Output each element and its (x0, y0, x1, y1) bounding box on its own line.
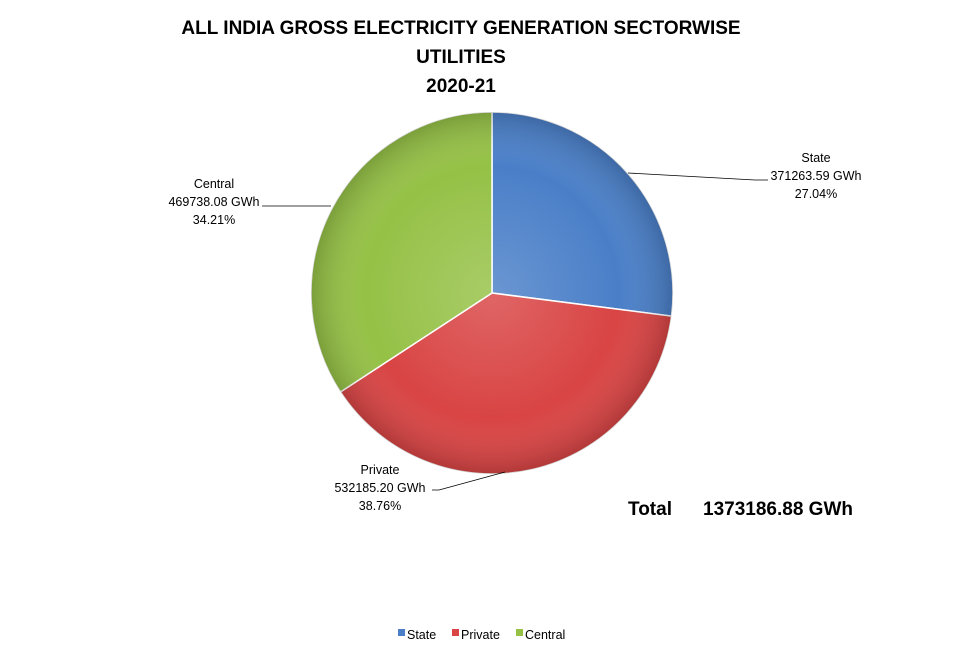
total-value: 1373186.88 GWh (703, 499, 853, 520)
label-state-value: 371263.59 GWh (770, 169, 861, 183)
label-state-percent: 27.04% (795, 187, 837, 201)
pie-slices (310, 111, 674, 475)
chart-title-line-1: ALL INDIA GROSS ELECTRICITY GENERATION S… (181, 18, 740, 39)
label-private-value: 532185.20 GWh (334, 481, 425, 495)
label-private-percent: 38.76% (359, 499, 401, 513)
legend-label-private: Private (461, 628, 500, 642)
label-state-name: State (801, 151, 830, 165)
label-central-percent: 34.21% (193, 213, 235, 227)
label-central-value: 469738.08 GWh (168, 195, 259, 209)
legend-swatch-central (516, 629, 523, 636)
chart-title-line-3: 2020-21 (426, 76, 496, 97)
legend-swatch-private (452, 629, 459, 636)
pie-slice-state (491, 111, 674, 317)
legend-label-central: Central (525, 628, 565, 642)
total-label: Total (628, 499, 672, 520)
chart-title-line-2: UTILITIES (416, 47, 506, 68)
leader-line-private (432, 471, 506, 491)
legend-label-state: State (407, 628, 436, 642)
legend-swatch-state (398, 629, 405, 636)
legend: State Private Central (398, 628, 565, 642)
leader-line-state (627, 172, 768, 181)
label-central-name: Central (194, 177, 234, 191)
label-private-name: Private (361, 463, 400, 477)
